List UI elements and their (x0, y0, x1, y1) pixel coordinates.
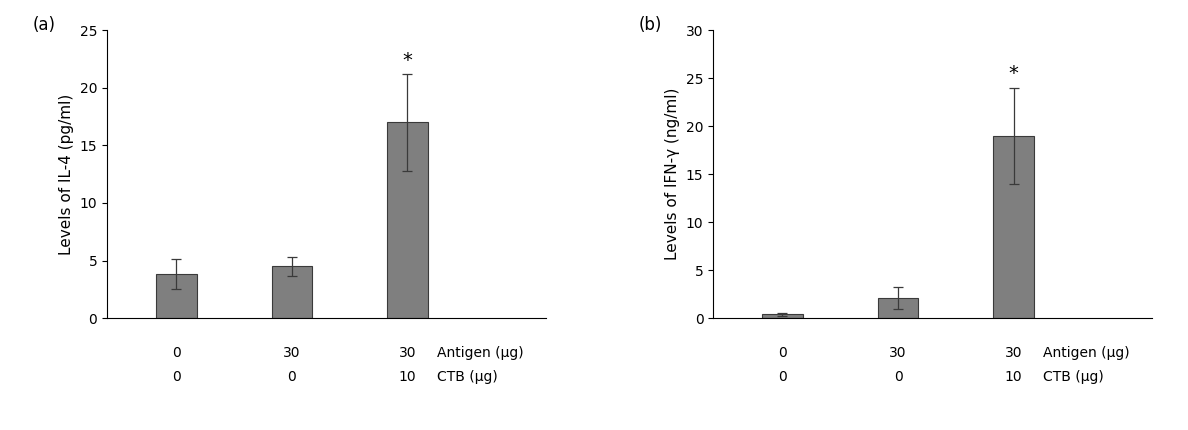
Text: 30: 30 (283, 346, 301, 360)
Text: *: * (1009, 64, 1018, 83)
Text: 0: 0 (287, 370, 296, 384)
Text: CTB (μg): CTB (μg) (437, 370, 498, 384)
Text: (b): (b) (638, 15, 662, 34)
Text: Antigen (μg): Antigen (μg) (437, 346, 524, 360)
Text: (a): (a) (32, 15, 56, 34)
Y-axis label: Levels of IL-4 (pg/ml): Levels of IL-4 (pg/ml) (59, 93, 74, 255)
Bar (878, 298, 918, 318)
Text: 10: 10 (399, 370, 416, 384)
Bar (387, 122, 428, 318)
Text: CTB (μg): CTB (μg) (1043, 370, 1104, 384)
Text: 30: 30 (890, 346, 906, 360)
Text: 30: 30 (399, 346, 416, 360)
Bar (156, 274, 196, 318)
Y-axis label: Levels of IFN-γ (ng/ml): Levels of IFN-γ (ng/ml) (665, 88, 681, 260)
Text: 0: 0 (172, 346, 181, 360)
Text: 0: 0 (778, 370, 786, 384)
Text: Antigen (μg): Antigen (μg) (1043, 346, 1130, 360)
Text: *: * (403, 51, 412, 70)
Text: 0: 0 (893, 370, 903, 384)
Text: 30: 30 (1005, 346, 1023, 360)
Bar (993, 136, 1034, 318)
Bar (272, 266, 312, 318)
Text: 0: 0 (172, 370, 181, 384)
Bar (763, 314, 803, 318)
Text: 0: 0 (778, 346, 786, 360)
Text: 10: 10 (1005, 370, 1023, 384)
